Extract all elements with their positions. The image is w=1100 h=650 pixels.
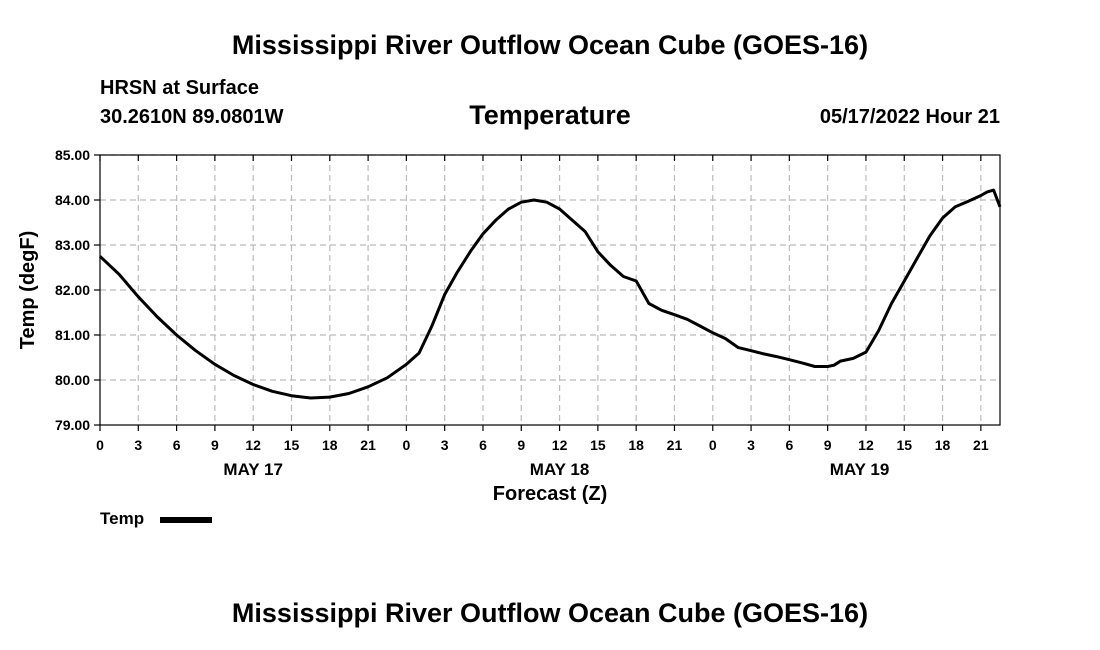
x-tick-label: 12	[552, 437, 568, 453]
y-tick-label: 80.00	[55, 372, 90, 388]
coordinates-label: 30.2610N 89.0801W	[100, 106, 284, 128]
y-tick-label: 85.00	[55, 147, 90, 163]
x-tick-label: 9	[211, 437, 219, 453]
x-tick-label: 9	[824, 437, 832, 453]
x-tick-label: 3	[441, 437, 449, 453]
x-tick-label: 12	[245, 437, 261, 453]
x-tick-label: 9	[517, 437, 525, 453]
footer-title: Mississippi River Outflow Ocean Cube (GO…	[231, 598, 869, 628]
x-tick-label: 21	[667, 437, 683, 453]
day-label: MAY 18	[530, 460, 590, 479]
x-tick-label: 0	[402, 437, 410, 453]
y-tick-label: 82.00	[55, 282, 90, 298]
x-tick-label: 3	[747, 437, 755, 453]
x-tick-label: 6	[479, 437, 487, 453]
x-tick-label: 15	[896, 437, 912, 453]
x-tick-label: 21	[360, 437, 376, 453]
site-label: HRSN at Surface	[100, 77, 259, 99]
forecast-datetime: 05/17/2022 Hour 21	[819, 106, 1000, 128]
y-tick-label: 84.00	[55, 192, 90, 208]
chart-title: Mississippi River Outflow Ocean Cube (GO…	[231, 30, 869, 60]
legend-label: Temp	[100, 509, 145, 528]
y-tick-label: 79.00	[55, 417, 90, 433]
grid	[100, 154, 1000, 425]
axis-labels: 79.00 80.00 81.00 82.00 83.00 84.00 85.00 0 3 6 9 1…	[55, 147, 989, 479]
y-axis-title: Temp (degF)	[17, 231, 39, 350]
x-tick-label: 12	[858, 437, 874, 453]
x-axis-title: Forecast (Z)	[493, 483, 607, 505]
x-tick-label: 6	[173, 437, 181, 453]
y-tick-label: 81.00	[55, 327, 90, 343]
y-tick-label: 83.00	[55, 237, 90, 253]
x-tick-label: 15	[590, 437, 606, 453]
x-tick-label: 21	[973, 437, 989, 453]
x-tick-label: 15	[284, 437, 300, 453]
axis-ticks	[94, 154, 982, 431]
legend-swatch	[160, 517, 212, 523]
variable-title: Temperature	[469, 100, 631, 130]
day-label: MAY 17	[223, 460, 283, 479]
series-line-temp	[98, 188, 1002, 400]
x-tick-label: 18	[322, 437, 338, 453]
day-label: MAY 19	[830, 460, 890, 479]
x-tick-label: 0	[96, 437, 104, 453]
x-tick-label: 18	[628, 437, 644, 453]
x-tick-label: 18	[935, 437, 951, 453]
x-tick-label: 6	[785, 437, 793, 453]
x-tick-label: 3	[134, 437, 142, 453]
x-tick-label: 0	[709, 437, 717, 453]
